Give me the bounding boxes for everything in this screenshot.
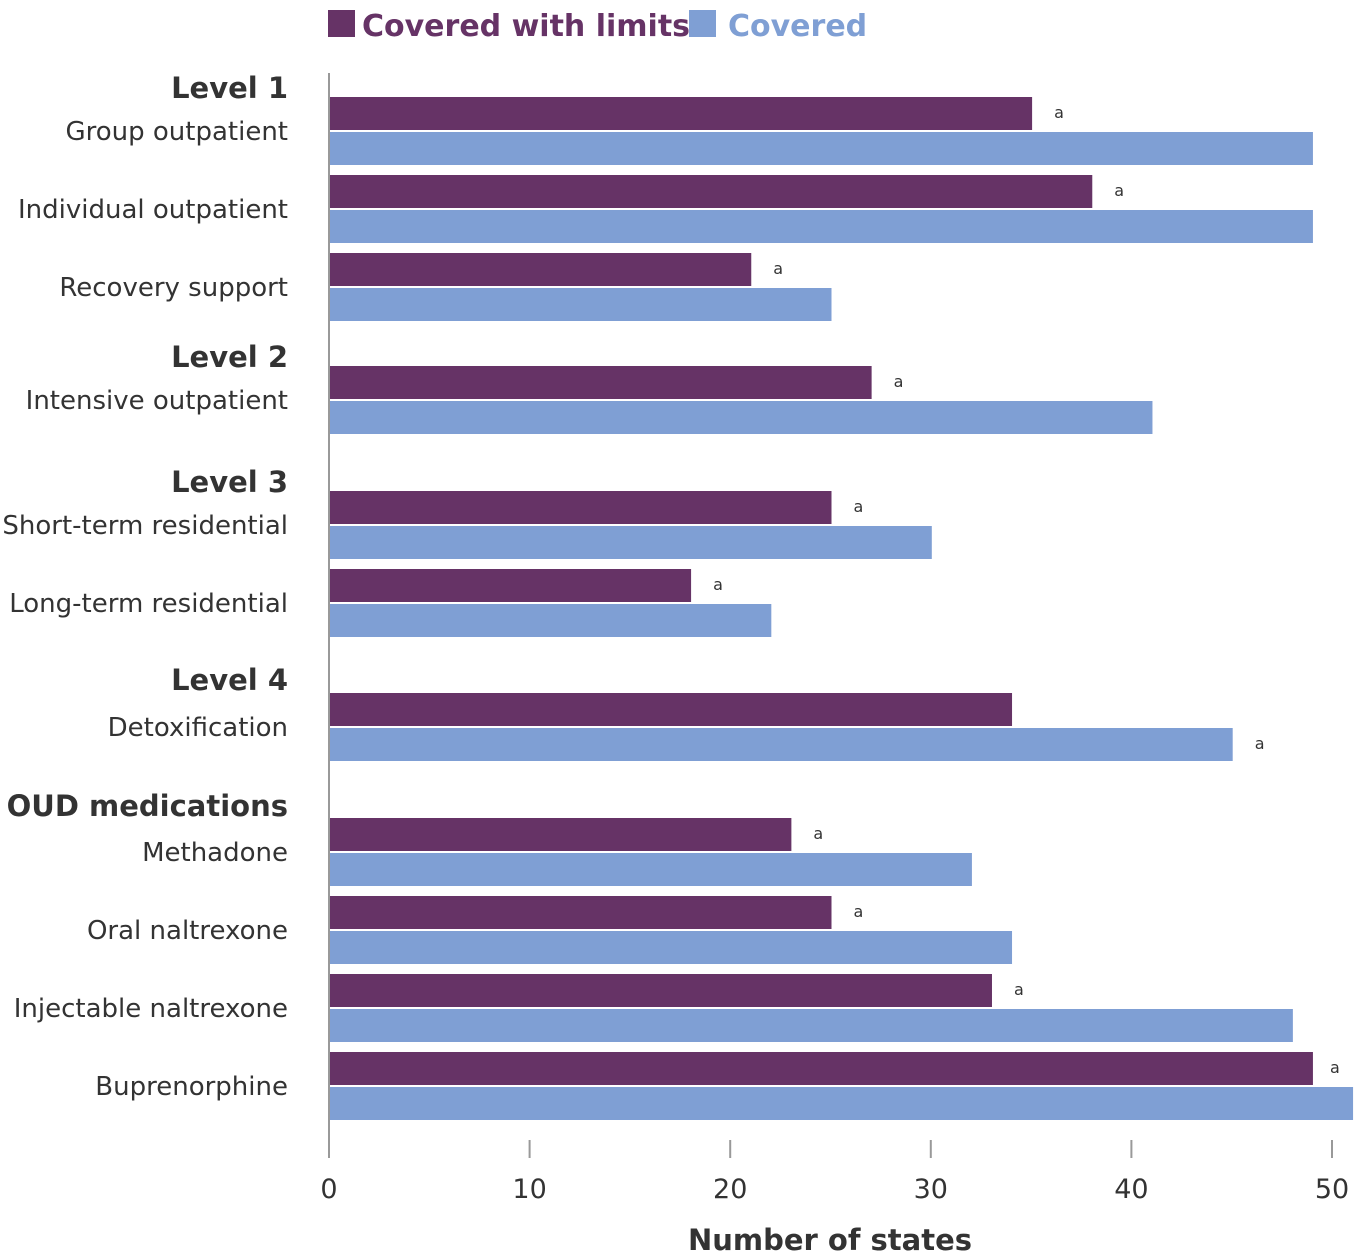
category-label-long-term-residential: Long-term residential: [9, 589, 288, 619]
bar-covered-with-limits-detoxification: [330, 693, 1013, 726]
group-label-level-2: Level 2: [171, 340, 288, 374]
group-label-level-3: Level 3: [171, 465, 288, 499]
x-tick-label-0: 0: [320, 1174, 337, 1205]
category-label-short-term-residential: Short-term residential: [2, 511, 288, 541]
bar-covered-with-limits-short-term-residential: [330, 491, 832, 524]
category-label-intensive-outpatient: Intensive outpatient: [26, 386, 288, 416]
bar-covered-oral-naltrexone: [330, 931, 1013, 964]
group-label-oud-medications: OUD medications: [7, 789, 288, 823]
legend-swatch-covered-with-limits: [328, 10, 355, 37]
category-label-methadone: Methadone: [142, 838, 288, 868]
annotation-intensive-outpatient: a: [894, 372, 904, 391]
bar-covered-short-term-residential: [330, 526, 932, 559]
bar-covered-with-limits-long-term-residential: [330, 569, 692, 602]
legend: Covered with limits Covered: [328, 9, 867, 44]
category-labels: Group outpatient Individual outpatient Rec…: [2, 71, 288, 1102]
legend-label-covered-with-limits: Covered with limits: [362, 9, 690, 44]
category-label-buprenorphine: Buprenorphine: [95, 1072, 288, 1102]
bars: [330, 97, 1354, 1120]
annotation-buprenorphine: a: [1330, 1058, 1340, 1077]
group-label-level-1: Level 1: [171, 71, 288, 105]
x-tick-label-50: 50: [1315, 1174, 1349, 1205]
bar-covered-with-limits-methadone: [330, 818, 792, 851]
annotation-group-outpatient: a: [1054, 103, 1064, 122]
x-tick-label-40: 40: [1114, 1174, 1148, 1205]
bar-covered-methadone: [330, 853, 972, 886]
category-label-group-outpatient: Group outpatient: [65, 117, 288, 147]
annotation-injectable-naltrexone: a: [1014, 980, 1024, 999]
x-tick-label-20: 20: [713, 1174, 747, 1205]
annotation-detoxification: a: [1255, 734, 1265, 753]
x-axis-ticks: 0 10 20 30 40 50: [320, 1140, 1349, 1205]
x-tick-label-10: 10: [512, 1174, 546, 1205]
annotation-short-term-residential: a: [854, 497, 864, 516]
category-label-oral-naltrexone: Oral naltrexone: [87, 916, 288, 946]
annotation-recovery-support: a: [773, 259, 783, 278]
bar-covered-recovery-support: [330, 288, 832, 321]
x-tick-label-30: 30: [914, 1174, 948, 1205]
bar-covered-with-limits-buprenorphine: [330, 1052, 1313, 1085]
annotation-methadone: a: [813, 824, 823, 843]
category-label-detoxification: Detoxification: [108, 713, 288, 743]
bar-covered-with-limits-oral-naltrexone: [330, 896, 832, 929]
category-label-individual-outpatient: Individual outpatient: [18, 195, 288, 225]
annotation-oral-naltrexone: a: [854, 902, 864, 921]
legend-swatch-covered: [689, 10, 716, 37]
category-label-recovery-support: Recovery support: [59, 273, 288, 303]
bar-covered-detoxification: [330, 728, 1233, 761]
bar-covered-injectable-naltrexone: [330, 1009, 1293, 1042]
bar-covered-individual-outpatient: [330, 210, 1313, 243]
bar-covered-intensive-outpatient: [330, 401, 1153, 434]
x-axis: 0 10 20 30 40 50 Number of states: [320, 73, 1349, 1257]
bar-covered-with-limits-intensive-outpatient: [330, 366, 872, 399]
bar-covered-long-term-residential: [330, 604, 772, 637]
annotations: a a a a a a a a a a a: [713, 103, 1340, 1077]
bar-covered-buprenorphine: [330, 1087, 1354, 1120]
x-axis-title: Number of states: [688, 1223, 972, 1257]
category-label-injectable-naltrexone: Injectable naltrexone: [14, 994, 288, 1024]
annotation-individual-outpatient: a: [1114, 181, 1124, 200]
annotation-long-term-residential: a: [713, 575, 723, 594]
bar-covered-group-outpatient: [330, 132, 1313, 165]
bar-covered-with-limits-group-outpatient: [330, 97, 1033, 130]
bar-covered-with-limits-recovery-support: [330, 253, 752, 286]
bar-covered-with-limits-injectable-naltrexone: [330, 974, 992, 1007]
group-label-level-4: Level 4: [171, 663, 288, 697]
legend-label-covered: Covered: [728, 9, 867, 44]
bar-covered-with-limits-individual-outpatient: [330, 175, 1093, 208]
